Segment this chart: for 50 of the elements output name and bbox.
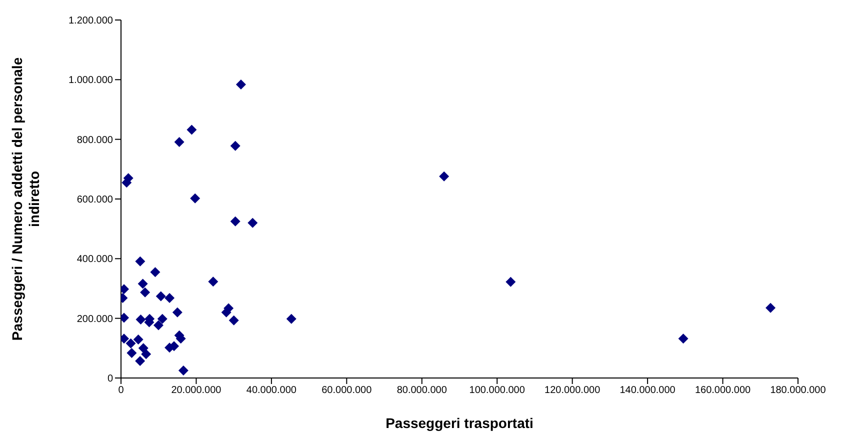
x-tick-label: 100.000.000 [469,385,526,396]
point [228,315,239,326]
x-tick-label: 140.000.000 [620,385,676,396]
point [766,302,776,313]
point [186,124,197,135]
point [286,314,296,324]
point [126,348,137,358]
y-tick-label: 400.000 [76,254,114,266]
point [190,193,200,204]
y-tick-label: 1.000.000 [68,75,114,86]
point [230,140,240,151]
point [439,171,450,182]
point [156,291,166,302]
x-tick-label: 80.000.000 [396,385,448,396]
y-tick-label: 200.000 [76,314,114,325]
point [136,314,146,325]
y-tick-label: 0 [107,374,114,385]
point [506,276,516,287]
point [150,267,160,278]
point [178,366,188,376]
x-tick-label: 60.000.000 [322,385,372,396]
x-tick-label: 180.000.000 [770,385,826,396]
point [678,334,688,344]
point [164,293,175,304]
point [172,307,182,318]
point [135,256,146,266]
y-tick-label: 800.000 [76,134,114,146]
point [174,137,184,148]
point [141,349,152,360]
point [140,287,150,298]
point [126,338,136,348]
point [138,278,148,289]
point [153,320,164,330]
point [236,79,246,90]
point [208,276,218,287]
point [230,216,240,226]
x-axis-title: Passeggeri trasportati [386,415,534,431]
point [157,314,168,324]
x-tick-label: 160.000.000 [694,385,752,396]
y-axis-title: Passeggeri / Numero addetti del personale indiretto [9,57,42,341]
point [135,356,146,366]
x-tick-label: 0 [118,385,124,396]
point [133,334,144,345]
point [138,343,148,354]
point [248,218,258,228]
x-tick-label: 20.000.000 [171,385,222,396]
x-tick-label: 120.000.000 [544,385,601,396]
x-tick-label: 40.000.000 [246,385,297,396]
y-tick-label: 600.000 [76,194,114,206]
y-tick-label: 1.200.000 [68,16,114,27]
